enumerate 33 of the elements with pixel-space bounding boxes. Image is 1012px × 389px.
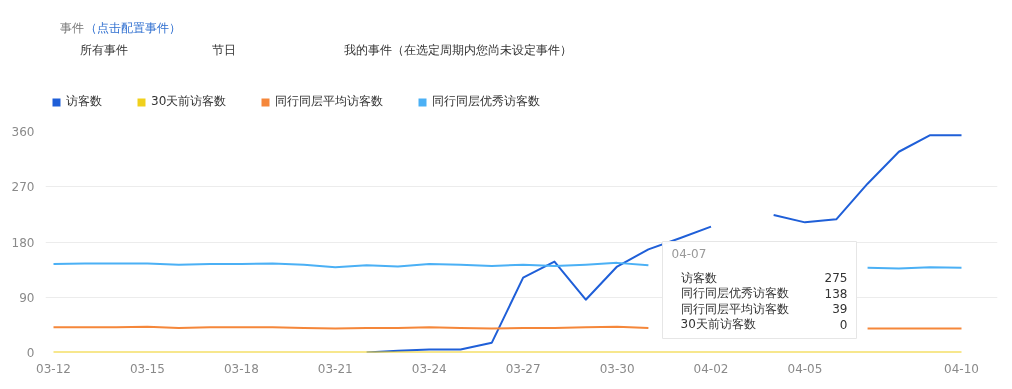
annotation: 0	[839, 317, 848, 332]
y-tick-label: 0	[26, 346, 35, 360]
x-tick-label: 03-24	[411, 361, 447, 376]
text: 所有事件	[80, 42, 129, 57]
legend-label: 同行同层平均访客数	[275, 93, 384, 110]
y-tick-label: 360	[11, 125, 35, 139]
text: 我的事件（在选定周期内您尚未设定事件）	[343, 42, 572, 57]
annotation: 访客数	[680, 270, 717, 285]
x-tick-label: 03-21	[317, 361, 353, 376]
annotation: 275	[824, 271, 848, 285]
x-tick-label: 03-18	[223, 361, 259, 376]
text: （点击配置事件）	[85, 20, 182, 35]
annotation: 138	[824, 286, 848, 301]
annotation: 30天前访客数	[680, 317, 756, 331]
x-tick-label: 04-05	[787, 361, 823, 376]
legend-label: 访客数	[66, 93, 102, 110]
text: 事件	[59, 20, 84, 35]
x-tick-label: 04-10	[944, 361, 979, 376]
annotation: 04-07	[671, 247, 707, 261]
legend-label: 30天前访客数	[151, 93, 227, 110]
annotation: 同行同层平均访客数	[680, 301, 789, 316]
x-tick-label: 03-27	[505, 361, 541, 376]
x-tick-label: 03-12	[36, 361, 71, 376]
y-tick-label: 90	[19, 290, 35, 305]
legend-label: 同行同层优秀访客数	[432, 93, 541, 110]
x-tick-label: 03-30	[599, 361, 635, 376]
x-tick-label: 04-02	[693, 361, 729, 376]
text: 节日	[212, 42, 237, 57]
y-tick-label: 180	[11, 235, 35, 250]
y-tick-label: 270	[11, 180, 35, 195]
annotation: 同行同层优秀访客数	[680, 286, 789, 300]
annotation: 39	[832, 302, 848, 316]
x-tick-label: 03-15	[130, 361, 165, 376]
